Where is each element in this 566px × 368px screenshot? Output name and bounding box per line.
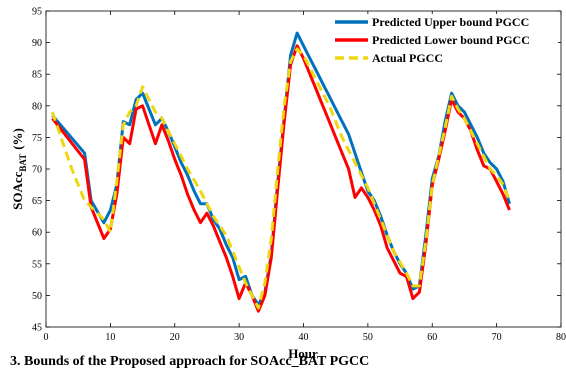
y-axis-label-unit: (%) xyxy=(10,128,25,150)
y-tick-label: 85 xyxy=(32,70,42,81)
x-tick-label: 30 xyxy=(234,332,244,343)
y-tick-label: 70 xyxy=(32,165,42,176)
y-tick-label: 65 xyxy=(32,196,42,207)
x-tick-label: 0 xyxy=(44,332,49,343)
x-tick-label: 20 xyxy=(170,332,180,343)
y-tick-label: 55 xyxy=(32,259,42,270)
legend-label-upper: Predicted Upper bound PGCC xyxy=(372,15,529,29)
x-tick-label: 40 xyxy=(299,332,309,343)
x-tick-label: 10 xyxy=(105,332,115,343)
legend-label-lower: Predicted Lower bound PGCC xyxy=(372,33,530,47)
y-tick-label: 50 xyxy=(32,291,42,302)
legend-label-actual: Actual PGCC xyxy=(372,51,443,65)
y-axis-label-subscript: BAT xyxy=(18,154,28,172)
y-tick-label: 80 xyxy=(32,101,42,112)
y-tick-label: 60 xyxy=(32,228,42,239)
x-tick-label: 60 xyxy=(427,332,437,343)
x-tick-label: 50 xyxy=(363,332,373,343)
y-tick-label: 95 xyxy=(32,7,42,18)
x-tick-label: 70 xyxy=(492,332,502,343)
y-axis-label: SOAccBAT (%) xyxy=(10,128,28,210)
x-tick-label: 80 xyxy=(556,332,566,343)
figure-caption: 3. Bounds of the Proposed approach for S… xyxy=(10,354,566,368)
y-tick-label: 45 xyxy=(32,323,42,334)
y-axis-label-main: SOAcc xyxy=(10,171,25,210)
y-tick-label: 90 xyxy=(32,38,42,49)
y-tick-label: 75 xyxy=(32,133,42,144)
legend: Predicted Upper bound PGCC Predicted Low… xyxy=(328,14,558,70)
